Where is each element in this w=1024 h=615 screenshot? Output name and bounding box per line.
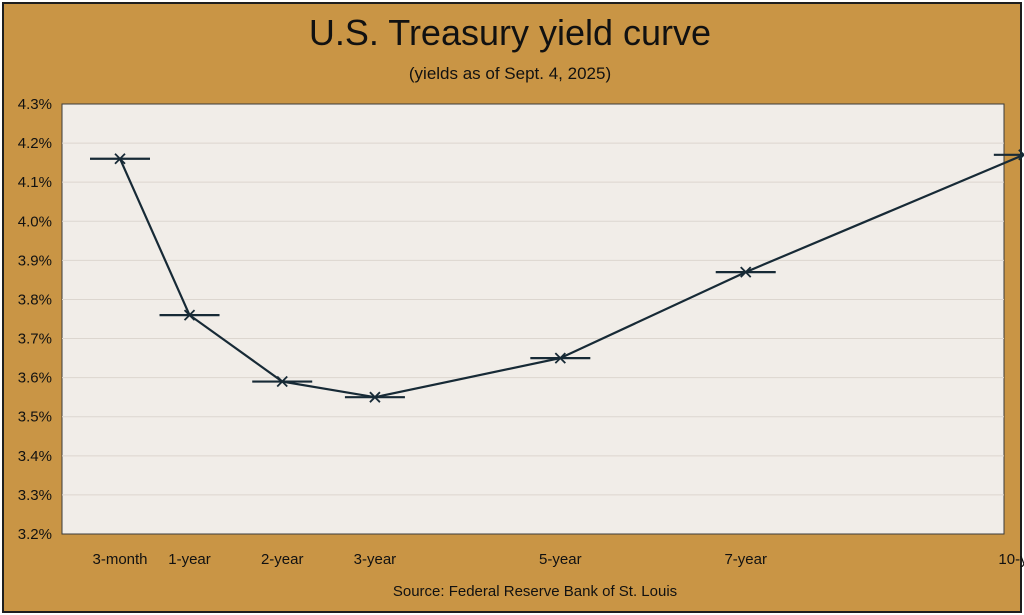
x-tick-label: 1-year — [168, 551, 211, 568]
y-tick-label: 3.5% — [18, 409, 52, 426]
y-tick-label: 3.6% — [18, 370, 52, 387]
data-point — [159, 309, 220, 321]
y-tick-label: 4.3% — [18, 96, 52, 113]
y-tick-label: 4.0% — [18, 213, 52, 230]
x-tick-label: 5-year — [539, 551, 582, 568]
y-tick-label: 3.9% — [18, 252, 52, 269]
chart-title: U.S. Treasury yield curve — [308, 12, 712, 53]
y-tick-label: 3.3% — [18, 487, 52, 504]
y-axis-labels: 3.2% 3.3% 3.4% 3.5% 3.6% 3.7% 3.8% 3.9% 4.0% 4.1%… — [18, 96, 52, 543]
plot-area — [61, 103, 1005, 535]
x-tick-label: 7-year — [724, 551, 767, 568]
y-tick-label: 3.4% — [18, 448, 52, 465]
chart-source: Source: Federal Reserve Bank of St. Loui… — [392, 583, 678, 600]
data-point — [344, 391, 405, 403]
x-tick-label: 3-month — [92, 551, 147, 568]
x-tick-label: 2-year — [261, 551, 304, 568]
y-tick-label: 3.2% — [18, 526, 52, 543]
x-axis-labels: 3-month 1-year 2-year 3-year 5-year 7-year 10-… — [92, 551, 1024, 568]
y-tick-label: 3.8% — [18, 291, 52, 308]
data-point — [252, 375, 313, 388]
data-point — [90, 153, 150, 165]
gridlines — [62, 142, 1004, 496]
x-tick-label: 3-year — [354, 551, 397, 568]
x-tick-label: 10-year — [998, 551, 1024, 568]
y-tick-label: 4.2% — [18, 135, 52, 152]
chart-subtitle: (yields as of Sept. 4, 2025) — [408, 64, 612, 83]
y-tick-label: 3.7% — [18, 331, 52, 348]
data-point — [715, 266, 776, 278]
y-tick-label: 4.1% — [18, 174, 52, 191]
data-point — [530, 352, 591, 364]
